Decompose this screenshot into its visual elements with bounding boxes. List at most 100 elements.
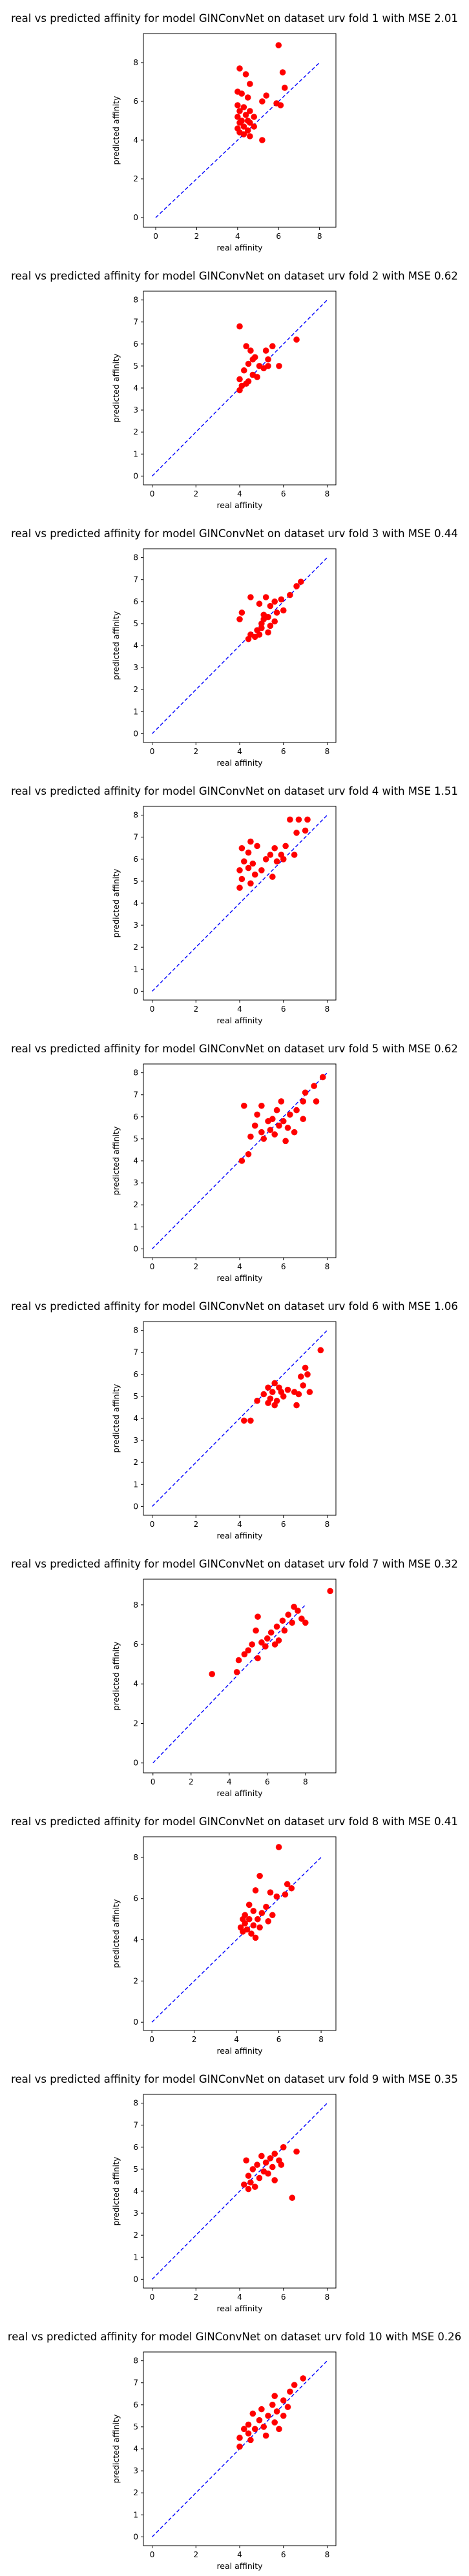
data-point <box>254 374 260 380</box>
data-point <box>282 1138 289 1145</box>
y-tick-label: 7 <box>133 1090 138 1099</box>
data-point <box>295 816 302 823</box>
data-point <box>267 1127 274 1134</box>
data-point <box>233 1669 240 1675</box>
data-point <box>256 2417 263 2424</box>
y-tick-label: 8 <box>133 1068 138 1078</box>
data-point <box>291 1604 297 1610</box>
data-point <box>247 1133 254 1140</box>
data-point <box>260 1391 267 1398</box>
y-tick-label: 6 <box>133 2400 138 2409</box>
data-point <box>271 618 278 625</box>
data-point <box>262 2159 269 2166</box>
data-point <box>265 1384 271 1391</box>
data-point <box>275 1637 282 1644</box>
y-axis-label: predicted affinity <box>111 868 121 937</box>
data-point <box>243 343 249 350</box>
data-point <box>263 92 270 99</box>
y-tick-label: 2 <box>133 2488 138 2497</box>
x-tick-label: 2 <box>193 2550 198 2559</box>
x-tick-label: 2 <box>193 1005 198 1014</box>
x-tick-label: 6 <box>281 747 286 756</box>
x-tick-label: 6 <box>281 1262 286 1271</box>
data-point <box>284 1125 291 1131</box>
data-point <box>240 123 247 130</box>
x-tick-label: 2 <box>194 232 200 241</box>
y-tick-label: 4 <box>133 1414 138 1423</box>
data-point <box>287 2388 293 2395</box>
data-point <box>267 1629 275 1636</box>
data-point <box>284 1386 291 1393</box>
x-tick-label: 6 <box>276 2035 282 2044</box>
data-point <box>289 1619 295 1626</box>
x-tick-label: 2 <box>193 747 198 756</box>
data-point <box>260 2424 267 2430</box>
data-point <box>271 598 278 605</box>
diagonal-reference-line <box>155 62 320 218</box>
scatter-chart: real vs predicted affinity for model GIN… <box>11 12 458 252</box>
y-tick-label: 6 <box>133 1370 138 1379</box>
y-axis-label: predicted affinity <box>111 2414 121 2483</box>
data-point <box>250 1922 257 1929</box>
data-point <box>251 633 258 640</box>
y-tick-label: 2 <box>133 1719 138 1728</box>
y-axis-label: predicted affinity <box>111 1641 121 1710</box>
data-point <box>280 2397 287 2404</box>
data-point <box>280 607 287 614</box>
data-point <box>247 81 253 87</box>
data-point <box>245 864 252 872</box>
data-point <box>302 827 309 834</box>
data-point <box>258 1910 266 1916</box>
y-tick-label: 4 <box>133 899 138 908</box>
data-point <box>243 2157 249 2164</box>
x-tick-label: 0 <box>150 489 155 498</box>
data-point <box>254 2162 260 2168</box>
y-tick-label: 3 <box>133 2209 138 2218</box>
y-tick-label: 4 <box>133 1936 138 1945</box>
y-tick-label: 1 <box>133 1222 138 1231</box>
y-tick-label: 8 <box>133 1600 138 1610</box>
x-tick-label: 4 <box>237 1520 242 1529</box>
x-axis-label: real affinity <box>216 1273 263 1283</box>
data-point <box>269 2402 276 2408</box>
diagonal-reference-line <box>151 1857 322 2023</box>
data-point <box>252 1934 259 1941</box>
data-point <box>300 1098 307 1105</box>
y-tick-label: 6 <box>133 1112 138 1121</box>
y-tick-label: 8 <box>133 296 138 305</box>
scatter-chart: real vs predicted affinity for model GIN… <box>11 270 458 510</box>
data-point <box>282 843 289 850</box>
y-tick-label: 7 <box>133 2378 138 2387</box>
data-point <box>258 2152 265 2160</box>
x-tick-label: 0 <box>150 2293 155 2302</box>
x-tick-label: 8 <box>325 2550 330 2559</box>
data-point <box>258 867 265 874</box>
scatter-chart: real vs predicted affinity for model GIN… <box>11 785 458 1025</box>
scatter-chart: real vs predicted affinity for model GIN… <box>8 2331 461 2571</box>
x-tick-label: 2 <box>193 489 198 498</box>
chart-panel-fold-6: real vs predicted affinity for model GIN… <box>0 1288 469 1546</box>
data-point <box>265 363 271 369</box>
data-point <box>291 2382 298 2388</box>
scatter-chart: real vs predicted affinity for model GIN… <box>11 2073 458 2313</box>
data-point <box>262 594 269 600</box>
data-point <box>271 844 278 852</box>
y-tick-label: 1 <box>133 707 138 716</box>
data-point <box>236 65 243 72</box>
data-point <box>298 1373 304 1380</box>
x-tick-label: 8 <box>325 1520 330 1529</box>
data-point <box>275 1844 282 1850</box>
chart-title: real vs predicted affinity for model GIN… <box>11 270 458 282</box>
data-point <box>253 1627 259 1634</box>
data-point <box>245 2172 252 2179</box>
data-point <box>236 2443 243 2450</box>
chart-title: real vs predicted affinity for model GIN… <box>8 2331 461 2343</box>
x-tick-label: 8 <box>325 747 330 756</box>
data-point <box>265 356 271 363</box>
data-point <box>251 871 258 878</box>
data-point <box>240 1417 247 1424</box>
x-tick-label: 0 <box>153 232 158 241</box>
data-point <box>250 1908 257 1914</box>
data-point <box>269 874 276 880</box>
